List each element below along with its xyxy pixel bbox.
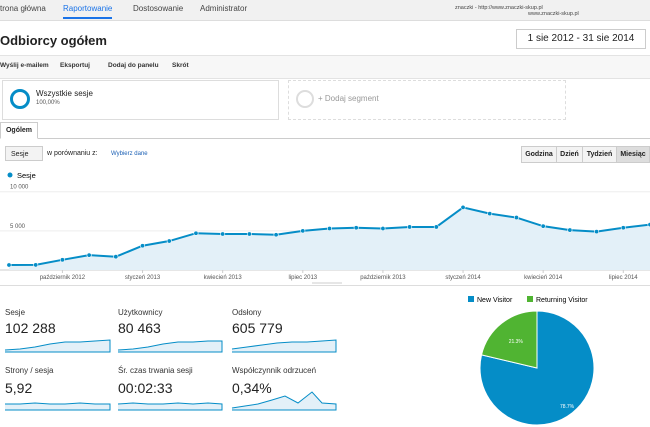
x-tick-label: styczeń 2014 (445, 275, 481, 281)
legend-label: Sesje (17, 171, 36, 180)
metric-dropdown[interactable]: Sesje (5, 146, 43, 161)
toolbar-item[interactable]: Wyślij e-mailem (0, 62, 49, 69)
segment-share: 100,00% (36, 100, 60, 106)
point (433, 224, 439, 230)
point (220, 231, 226, 237)
point (113, 254, 119, 260)
point (487, 211, 493, 217)
point (460, 204, 466, 210)
x-tick-label: lipiec 2014 (609, 275, 638, 281)
point (567, 227, 573, 233)
slice-label: 78.7% (560, 404, 575, 410)
sparkline (4, 339, 111, 353)
metric-label: Strony / sesja (5, 366, 54, 375)
metric-value: 0,34% (232, 380, 272, 396)
area (9, 207, 650, 270)
nav-item[interactable]: trona główna (0, 4, 46, 13)
sparkline (5, 402, 111, 411)
x-tick-label: kwiecień 2013 (204, 275, 243, 281)
pie-slice (479, 310, 595, 426)
nav-item[interactable]: Administrator (200, 4, 248, 13)
toolbar-item[interactable]: Eksportuj (60, 62, 90, 69)
sparkline (117, 340, 223, 353)
point (6, 262, 12, 268)
compare-label: w porównaniu z: (47, 150, 98, 157)
x-tick-label: październik 2013 (360, 275, 406, 281)
sparklines (4, 339, 337, 411)
date-range[interactable]: 1 sie 2012 - 31 sie 2014 (516, 29, 646, 49)
point (326, 226, 332, 232)
segment-box[interactable] (288, 80, 566, 120)
point (300, 228, 306, 234)
segment-box[interactable] (2, 80, 279, 120)
point (594, 229, 600, 235)
metric-value: 80 463 (118, 320, 161, 336)
legend-marker (7, 172, 13, 178)
nav-item[interactable]: Raportowanie (63, 4, 113, 19)
toolbar-item[interactable]: Dodaj do panelu (108, 62, 159, 69)
y-tick-label: 10 000 (10, 185, 29, 191)
toolbar (0, 55, 650, 79)
sparkline (231, 391, 337, 411)
top-bar (0, 0, 650, 21)
segment-icon (296, 90, 314, 108)
page-title: Odbiorcy ogółem (0, 33, 107, 48)
divider (0, 285, 650, 286)
point (86, 252, 92, 258)
metric-value: 102 288 (5, 320, 56, 336)
nav-item[interactable]: Dostosowanie (133, 4, 184, 13)
point (246, 231, 252, 237)
metric-value: 5,92 (5, 380, 33, 396)
tab[interactable]: Ogólem (0, 122, 38, 139)
slice-label: 21.3% (509, 339, 524, 345)
segment-name: Wszystkie sesje (36, 89, 93, 98)
point (193, 230, 199, 236)
point (407, 224, 413, 230)
metric-label: Współczynnik odrzuceń (232, 366, 317, 375)
legend-label: Returning Visitor (536, 297, 588, 304)
pie-slice (480, 310, 538, 369)
legend-swatch (468, 296, 474, 302)
x-tick-label: październik 2012 (40, 275, 86, 281)
point (59, 257, 65, 263)
site-name: www.znaczki-skup.pl (528, 11, 579, 17)
point (353, 225, 359, 231)
sparkline (117, 402, 223, 411)
metric-value: 00:02:33 (118, 380, 173, 396)
x-tick-label: lipiec 2013 (288, 275, 317, 281)
point (140, 243, 146, 249)
compare-link[interactable]: Wybierz dane (111, 151, 148, 157)
toolbar-item[interactable]: Skrót (172, 62, 189, 69)
point (273, 232, 279, 238)
tab-line (0, 138, 650, 139)
legend-swatch (527, 296, 533, 302)
metric-label: Sesje (5, 308, 26, 317)
account-name[interactable]: znaczki - http://www.znaczki-skup.pl (455, 5, 543, 11)
metric-label: Śr. czas trwania sesji (118, 366, 193, 375)
x-tick-label: kwiecień 2014 (524, 275, 563, 281)
segment-icon (10, 89, 30, 109)
sparkline (231, 339, 337, 353)
point (620, 225, 626, 231)
point (380, 226, 386, 232)
point (513, 215, 519, 221)
x-tick-label: styczeń 2013 (125, 275, 161, 281)
metric-label: Użytkownicy (118, 308, 163, 317)
point (540, 223, 546, 229)
point (33, 262, 39, 268)
metric-value: 605 779 (232, 320, 283, 336)
y-tick-label: 5 000 (10, 224, 26, 230)
point (166, 238, 172, 244)
legend-label: New Visitor (477, 297, 513, 304)
segment-add[interactable]: + Dodaj segment (318, 94, 379, 103)
metric-label: Odsłony (232, 308, 262, 317)
